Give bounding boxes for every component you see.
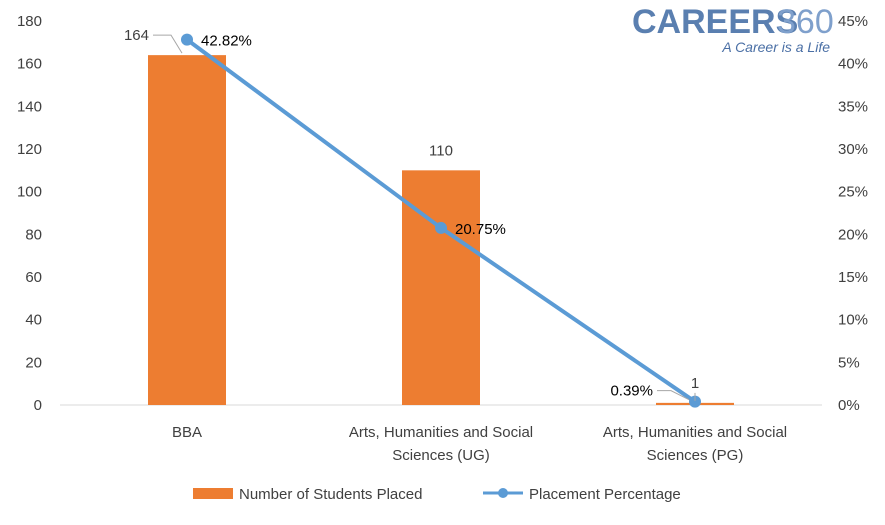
line-marker — [181, 33, 193, 46]
left-axis: 0 20 40 60 80 100 120 140 160 180 — [17, 13, 42, 414]
line-series — [181, 33, 701, 408]
line-marker — [435, 221, 447, 234]
bar-value-label: 110 — [429, 142, 453, 159]
logo-number: 360 — [777, 3, 834, 41]
left-tick-label: 40 — [25, 312, 42, 329]
data-labels: 164 110 1 42.82% 20.75% 0.39% — [124, 27, 699, 400]
line-value-label: 42.82% — [201, 33, 252, 50]
category-labels: BBA Arts, Humanities and Social Sciences (… — [172, 424, 787, 464]
left-tick-label: 180 — [17, 13, 42, 30]
right-tick-label: 30% — [838, 141, 868, 158]
leader-lines — [153, 34, 696, 401]
category-label: Sciences (PG) — [647, 447, 744, 464]
logo: CAREERS 360 A Career is a Life — [632, 3, 834, 55]
legend-swatch-marker — [498, 488, 508, 498]
bar — [148, 55, 226, 406]
left-tick-label: 80 — [25, 226, 42, 243]
right-tick-label: 35% — [838, 98, 868, 115]
left-tick-label: 160 — [17, 56, 42, 73]
right-tick-label: 0% — [838, 397, 860, 414]
left-tick-label: 60 — [25, 269, 42, 286]
line-marker — [689, 395, 701, 408]
category-label: Arts, Humanities and Social — [349, 424, 533, 441]
legend: Number of Students Placed Placement Perc… — [193, 486, 681, 503]
logo-brand: CAREERS — [632, 3, 798, 41]
right-axis: 0% 5% 10% 15% 20% 25% 30% 35% 40% 45% — [838, 13, 868, 414]
line-value-label: 0.39% — [610, 383, 653, 400]
right-tick-label: 40% — [838, 56, 868, 73]
category-label: Sciences (UG) — [392, 447, 490, 464]
right-tick-label: 20% — [838, 226, 868, 243]
legend-label-line: Placement Percentage — [529, 486, 681, 503]
right-tick-label: 15% — [838, 269, 868, 286]
right-tick-label: 25% — [838, 184, 868, 201]
left-tick-label: 0 — [34, 397, 42, 414]
leader-line — [153, 34, 183, 54]
leader-line — [657, 390, 690, 401]
category-label: Arts, Humanities and Social — [603, 424, 787, 441]
right-tick-label: 45% — [838, 13, 868, 30]
left-tick-label: 20 — [25, 354, 42, 371]
right-tick-label: 5% — [838, 354, 860, 371]
left-tick-label: 100 — [17, 184, 42, 201]
bar-value-label: 164 — [124, 27, 149, 44]
logo-tagline: A Career is a Life — [721, 39, 830, 55]
legend-label-bars: Number of Students Placed — [239, 486, 422, 503]
category-label: BBA — [172, 424, 202, 441]
right-tick-label: 10% — [838, 312, 868, 329]
line-value-label: 20.75% — [455, 221, 506, 238]
legend-swatch-bars — [193, 488, 233, 499]
bar-value-label: 1 — [691, 375, 699, 392]
left-tick-label: 120 — [17, 141, 42, 158]
left-tick-label: 140 — [17, 98, 42, 115]
